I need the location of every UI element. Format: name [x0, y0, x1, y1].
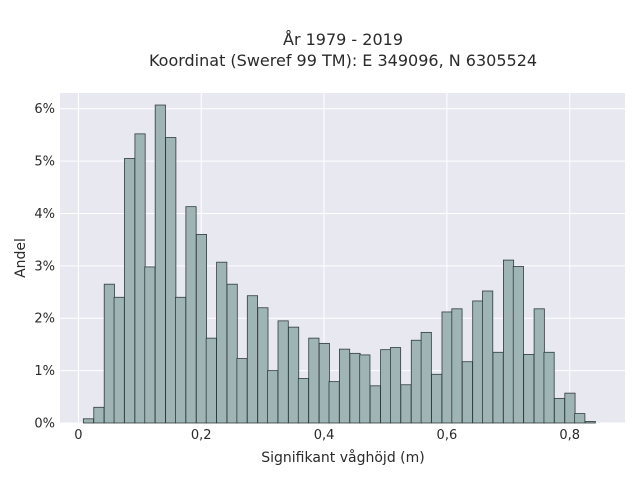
x-tick-label: 0,2 — [191, 428, 212, 443]
histogram-bar — [267, 370, 279, 424]
histogram-bar — [564, 392, 576, 424]
histogram-bar — [369, 385, 381, 424]
histogram-bar — [308, 337, 320, 424]
histogram-bar — [492, 351, 504, 424]
y-tick-label: 1% — [34, 364, 55, 379]
x-tick-label: 0 — [74, 428, 82, 443]
y-tick-label: 5% — [34, 155, 55, 170]
histogram-bar — [400, 384, 412, 424]
y-tick-label: 2% — [34, 312, 55, 327]
bars — [82, 104, 596, 424]
x-tick-label: 0,8 — [559, 428, 580, 443]
histogram-bar — [165, 137, 177, 424]
histogram-bar — [277, 320, 289, 424]
histogram-bar — [297, 378, 309, 424]
histogram-bar — [451, 308, 463, 424]
histogram-bar — [461, 361, 473, 424]
histogram-bar — [574, 413, 586, 424]
x-axis-ticks: 0 0,2 0,4 0,6 0,8 — [74, 428, 580, 443]
histogram-bar — [533, 308, 545, 424]
histogram-bar — [359, 354, 371, 424]
histogram-bar — [216, 261, 228, 424]
y-axis-label: Andel — [13, 238, 29, 278]
histogram-bar — [472, 300, 484, 424]
y-tick-label: 3% — [34, 259, 55, 274]
histogram-bar — [154, 104, 166, 424]
histogram-bar — [420, 331, 432, 424]
y-axis-ticks: 0% 1% 2% 3% 4% 5% 6% — [34, 102, 55, 431]
histogram-bar — [380, 349, 392, 424]
histogram-bar — [236, 358, 248, 424]
x-tick-label: 0,4 — [314, 428, 335, 443]
histogram-bar — [205, 337, 217, 424]
chart-title-line1: År 1979 - 2019 — [283, 30, 403, 49]
histogram-bar — [503, 259, 515, 424]
histogram-bar — [318, 342, 330, 424]
histogram-bar — [288, 326, 300, 424]
histogram-bar — [523, 353, 535, 424]
histogram-bar — [175, 296, 187, 424]
histogram-bar — [512, 265, 524, 424]
histogram-bar — [349, 352, 361, 424]
histogram-bar — [103, 283, 115, 424]
x-axis-label: Signifikant våghöjd (m) — [261, 449, 424, 466]
histogram-bar — [543, 351, 555, 424]
y-tick-label: 6% — [34, 102, 55, 117]
histogram-bar — [113, 296, 125, 424]
histogram-bar — [124, 158, 136, 424]
histogram-bar — [226, 283, 238, 424]
histogram-bar — [82, 418, 94, 424]
y-tick-label: 4% — [34, 207, 55, 222]
histogram-bar — [195, 234, 207, 424]
histogram-bar — [185, 206, 197, 424]
x-tick-label: 0,6 — [437, 428, 458, 443]
histogram-bar — [246, 295, 258, 424]
histogram-bar — [257, 307, 269, 424]
histogram-bar — [431, 373, 443, 424]
histogram-bar — [93, 406, 105, 424]
histogram-bar — [390, 347, 402, 424]
histogram-bar — [144, 266, 156, 424]
histogram-bar — [328, 381, 340, 424]
histogram-bar — [553, 397, 566, 424]
y-tick-label: 0% — [34, 417, 55, 432]
histogram-bar — [339, 348, 351, 424]
chart-title-line2: Koordinat (Sweref 99 TM): E 349096, N 63… — [149, 51, 537, 70]
histogram-bar — [134, 133, 146, 424]
histogram-bar — [584, 421, 596, 424]
histogram-bar — [410, 339, 422, 424]
histogram-bar — [482, 290, 494, 424]
histogram-bar — [441, 311, 453, 424]
